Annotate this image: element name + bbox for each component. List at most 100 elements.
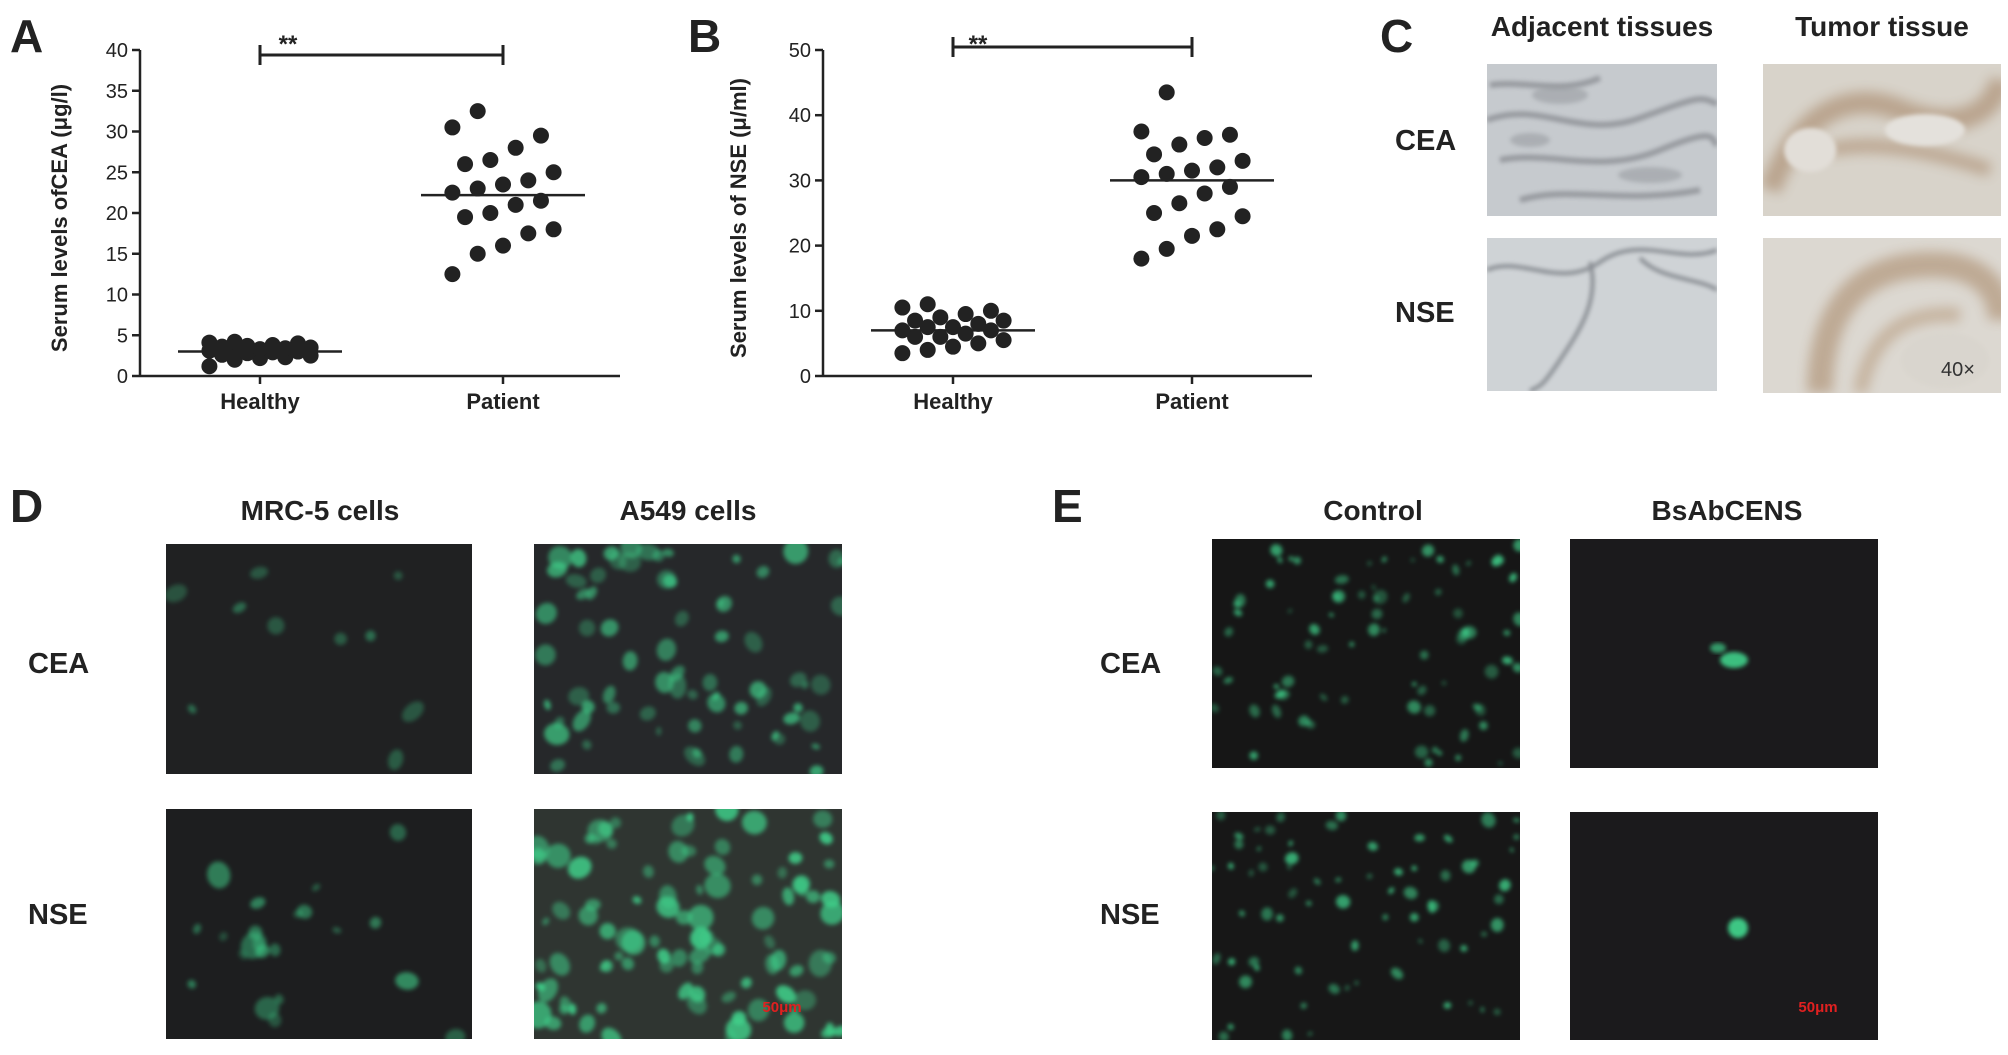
micrograph-d-a549-nse: 50μm — [534, 809, 842, 1039]
fluorescent-cell — [193, 923, 202, 934]
fluorescent-cell — [1403, 886, 1418, 900]
chart-a-significance: ** — [279, 31, 298, 58]
fluorescent-cell — [830, 596, 842, 616]
fluorescent-cell — [1309, 623, 1320, 635]
fluorescent-cell — [1509, 572, 1518, 583]
chart-b-plot: 0 10 20 30 40 50 Healthy Patient — [789, 37, 1312, 414]
data-point — [919, 341, 936, 358]
fluorescent-cell — [1368, 623, 1380, 637]
micrograph-d-a549-cea — [534, 544, 842, 774]
fluorescent-cell — [545, 843, 571, 868]
fluorescent-cell — [543, 699, 551, 710]
chart-b-significance: ** — [969, 31, 988, 58]
data-point — [252, 341, 268, 358]
cell-cluster — [1212, 812, 1520, 1040]
fluorescent-cell — [1409, 912, 1419, 922]
data-point — [1184, 227, 1200, 244]
fluorescent-cell — [590, 567, 607, 584]
fluorescent-cell — [1287, 864, 1292, 870]
cell-cluster — [535, 544, 842, 774]
fluorescent-cell — [783, 544, 809, 564]
fluorescent-cell — [187, 979, 197, 989]
fluorescent-cell — [1234, 832, 1244, 840]
fluorescent-cell — [1340, 696, 1349, 704]
fluorescent-cell — [269, 943, 281, 957]
data-point — [520, 225, 537, 242]
fluorescent-cell — [686, 993, 707, 1015]
data-point — [995, 332, 1012, 349]
fluorescent-cell — [1307, 1032, 1313, 1036]
fluorescent-cell — [1484, 664, 1499, 679]
chart-a-ylabel: Serum levels ofCEA (μg/l) — [47, 84, 72, 352]
data-point — [1234, 152, 1251, 169]
fluorescent-cell — [820, 901, 842, 925]
panel-e-row-label-nse: NSE — [1100, 899, 1160, 931]
fluorescent-cell — [1274, 689, 1286, 699]
fluorescent-cell — [602, 685, 616, 704]
fluorescent-cell — [1419, 650, 1429, 660]
fluorescent-cell — [535, 602, 557, 624]
fluorescent-cell — [1438, 939, 1451, 953]
fluorescent-cell — [600, 619, 619, 637]
panel-c-row-label-cea: CEA — [1395, 125, 1456, 157]
fluorescent-cell — [771, 731, 780, 741]
data-point — [1221, 126, 1238, 143]
data-point — [507, 139, 524, 156]
data-point — [1221, 178, 1238, 195]
data-point — [919, 296, 936, 313]
y-tick-label: 30 — [789, 170, 811, 192]
fluorescent-cell — [809, 765, 824, 774]
fluorescent-cell — [790, 1006, 799, 1014]
fluorescent-cell — [1332, 590, 1346, 603]
micrograph-c-adjacent-nse — [1487, 238, 1717, 391]
fluorescent-cell — [707, 693, 726, 713]
fluorescent-cell — [1233, 609, 1243, 617]
fluorescent-cell — [749, 681, 767, 699]
fluorescent-cell — [688, 946, 711, 964]
fluorescent-cell — [724, 1028, 737, 1039]
fluorescent-cell — [219, 932, 228, 941]
fluorescent-cell — [1468, 1000, 1473, 1006]
fluorescent-cell — [1414, 834, 1425, 842]
fluorescent-cell — [1501, 656, 1513, 665]
fluorescent-cell — [549, 952, 570, 976]
panel-e-col-label-bsabcens: BsAbCENS — [1652, 495, 1803, 526]
fluorescent-cell — [687, 689, 698, 700]
fluorescent-cell — [596, 1003, 607, 1014]
data-point — [482, 205, 499, 221]
fluorescent-cell — [729, 745, 744, 763]
y-tick-label: 50 — [789, 40, 811, 62]
fluorescent-cell — [1466, 560, 1472, 566]
fluorescent-cell — [1443, 834, 1453, 843]
panel-d-row-label-nse: NSE — [28, 899, 88, 931]
fluorescent-cell — [714, 630, 729, 643]
fluorescent-cell — [1281, 1029, 1293, 1040]
fluorescent-cell — [819, 832, 833, 845]
fluorescent-cell — [1254, 964, 1260, 971]
fluorescent-cell — [1411, 681, 1417, 687]
fluorescent-cell — [788, 852, 803, 864]
fluorescent-cell — [365, 630, 376, 642]
micrograph-e-control-cea — [1212, 539, 1520, 768]
fluorescent-cell — [1349, 641, 1355, 647]
data-point — [226, 333, 243, 350]
fluorescent-cell — [1281, 675, 1295, 688]
fluorescent-cell — [1513, 817, 1520, 823]
fluorescent-cell — [534, 1001, 552, 1029]
data-point — [532, 127, 549, 144]
fluorescent-cell — [1411, 865, 1417, 872]
data-point — [1234, 208, 1251, 225]
fluorescent-cell — [187, 704, 197, 714]
fluorescent-cell — [794, 878, 809, 897]
fluorescent-cell — [1497, 761, 1503, 765]
fluorescent-cell — [1440, 870, 1451, 881]
x-tick-label: Healthy — [220, 389, 300, 414]
data-point — [945, 319, 961, 336]
fluorescent-cell — [734, 701, 748, 715]
fluorescent-cell — [656, 726, 662, 736]
fluorescent-cell — [1480, 1006, 1485, 1013]
panel-e-row-label-cea: CEA — [1100, 648, 1161, 680]
fluorescent-cell — [582, 740, 592, 750]
y-tick-label: 10 — [106, 285, 128, 307]
